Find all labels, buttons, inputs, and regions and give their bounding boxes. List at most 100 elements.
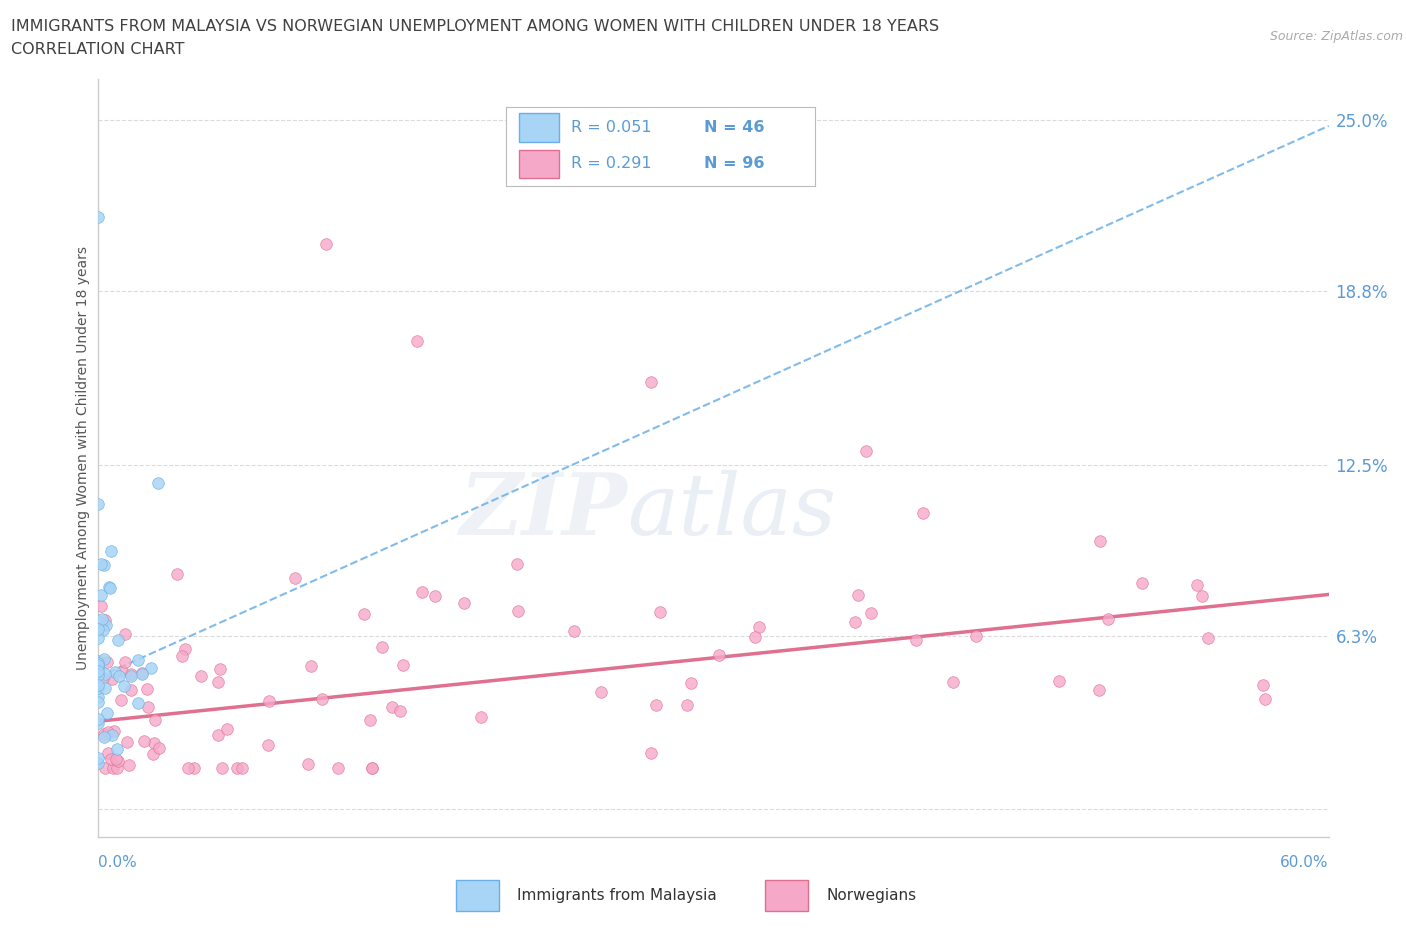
Point	[87, 751, 110, 765]
Point	[190, 669, 212, 684]
Point	[904, 632, 927, 647]
Point	[87, 621, 110, 636]
Point	[131, 666, 153, 681]
Point	[103, 761, 125, 776]
Point	[87, 677, 110, 692]
Point	[284, 570, 307, 585]
Point	[326, 761, 349, 776]
Point	[91, 622, 114, 637]
Point	[679, 675, 702, 690]
Text: Immigrants from Malaysia: Immigrants from Malaysia	[517, 887, 717, 903]
Point	[911, 506, 934, 521]
Point	[87, 496, 110, 511]
Point	[98, 580, 121, 595]
Point	[942, 675, 965, 690]
Bar	[456, 880, 499, 911]
Point	[120, 669, 142, 684]
Point	[87, 690, 110, 705]
Point	[748, 620, 770, 635]
Point	[104, 665, 127, 680]
Point	[101, 671, 124, 686]
Point	[94, 761, 117, 776]
Point	[87, 681, 110, 696]
Point	[107, 753, 129, 768]
Point	[1251, 678, 1274, 693]
Point	[90, 557, 112, 572]
Point	[87, 663, 110, 678]
Point	[93, 730, 115, 745]
Point	[207, 674, 229, 689]
Point	[142, 736, 165, 751]
Point	[136, 699, 159, 714]
Point	[114, 626, 136, 641]
Point	[707, 648, 730, 663]
Point	[91, 611, 114, 626]
Point	[127, 696, 149, 711]
Point	[87, 614, 110, 629]
Point	[120, 683, 142, 698]
Point	[215, 722, 238, 737]
Point	[148, 740, 170, 755]
Bar	[519, 113, 558, 141]
Point	[87, 711, 110, 726]
Bar	[765, 880, 808, 911]
Point	[96, 724, 118, 739]
Point	[172, 649, 194, 664]
Point	[134, 734, 156, 749]
Point	[1049, 673, 1071, 688]
Point	[87, 667, 110, 682]
Point	[115, 735, 138, 750]
Point	[1090, 533, 1112, 548]
Point	[361, 761, 384, 776]
Point	[381, 699, 404, 714]
Point	[87, 631, 110, 645]
Point	[94, 681, 117, 696]
Y-axis label: Unemployment Among Women with Children Under 18 years: Unemployment Among Women with Children U…	[76, 246, 90, 670]
Point	[111, 663, 134, 678]
Point	[183, 761, 205, 776]
Point	[87, 695, 110, 710]
Point	[91, 671, 114, 685]
Point	[146, 476, 169, 491]
Point	[353, 606, 375, 621]
Point	[744, 630, 766, 644]
Point	[411, 585, 433, 600]
Point	[1191, 589, 1213, 604]
Point	[87, 667, 110, 682]
Point	[231, 761, 253, 776]
Point	[90, 588, 112, 603]
Point	[562, 624, 585, 639]
Point	[640, 375, 662, 390]
Point	[360, 761, 382, 776]
Point	[139, 660, 162, 675]
Point	[127, 653, 149, 668]
Point	[93, 652, 115, 667]
Point	[423, 589, 446, 604]
Text: R = 0.291: R = 0.291	[571, 156, 652, 171]
Point	[103, 724, 125, 738]
Point	[142, 747, 165, 762]
Point	[406, 334, 429, 349]
Text: 60.0%: 60.0%	[1281, 855, 1329, 870]
Bar	[519, 150, 558, 179]
Point	[94, 667, 117, 682]
Point	[98, 579, 121, 594]
Point	[591, 684, 613, 699]
Point	[1185, 578, 1208, 592]
Point	[506, 556, 529, 571]
Point	[90, 598, 112, 613]
Point	[226, 761, 249, 776]
Point	[508, 604, 530, 618]
Point	[118, 757, 141, 772]
Point	[87, 209, 110, 224]
Point	[93, 726, 115, 741]
Text: N = 96: N = 96	[704, 156, 765, 171]
Text: 0.0%: 0.0%	[98, 855, 138, 870]
Point	[87, 658, 110, 672]
Point	[96, 618, 118, 632]
Point	[675, 698, 697, 713]
Point	[391, 658, 413, 672]
Point	[453, 595, 475, 610]
Point	[105, 741, 128, 756]
Point	[120, 667, 142, 682]
